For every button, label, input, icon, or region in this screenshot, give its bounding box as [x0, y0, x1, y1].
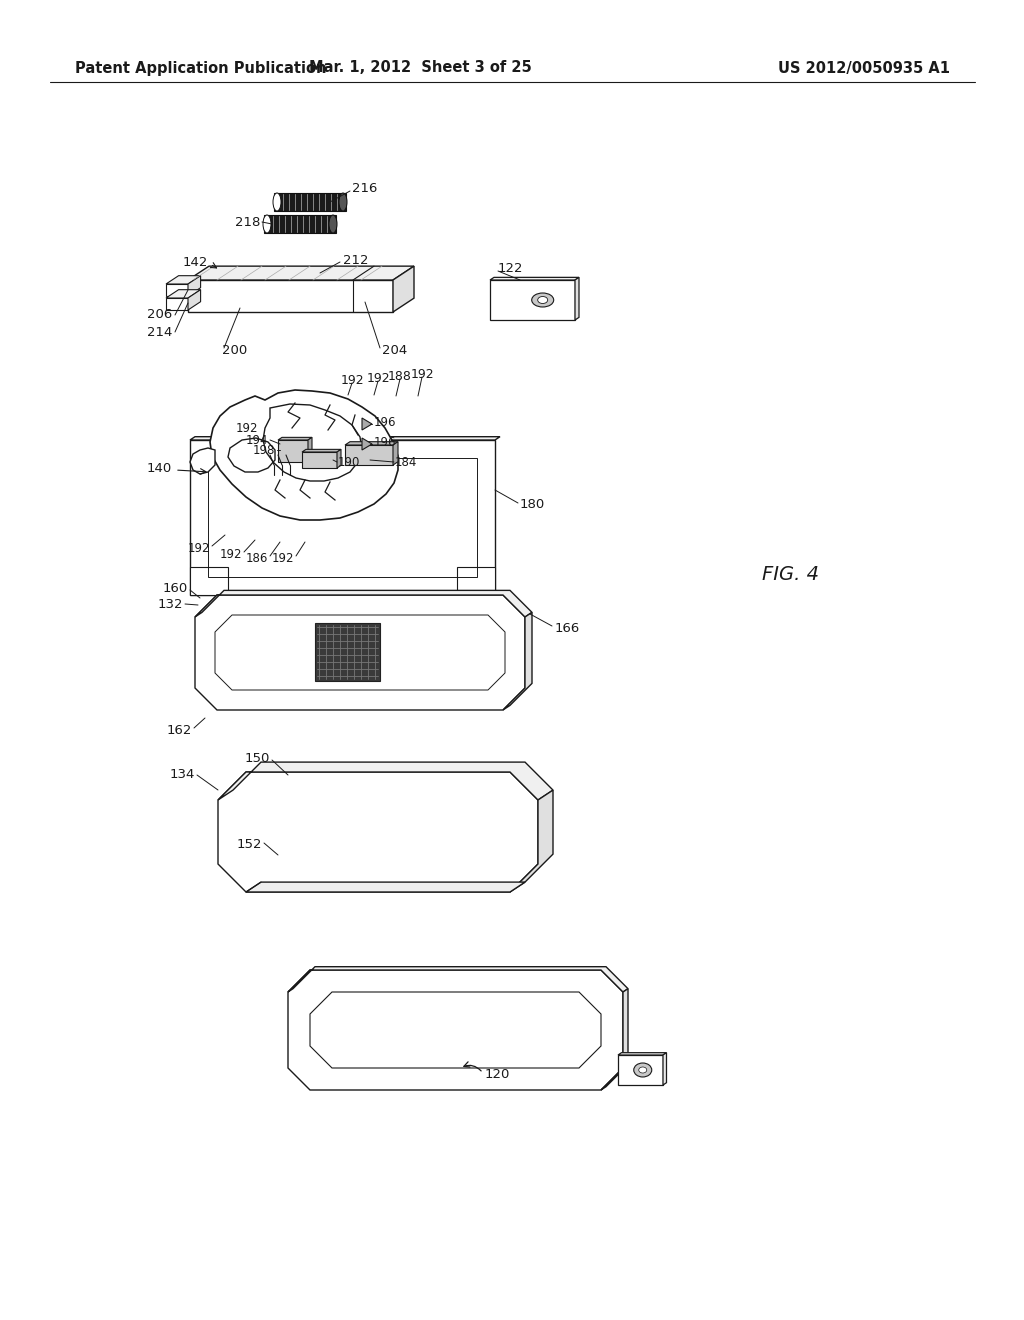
- Polygon shape: [278, 440, 308, 462]
- Text: 140: 140: [146, 462, 172, 474]
- Polygon shape: [288, 966, 628, 993]
- Polygon shape: [166, 298, 188, 310]
- Polygon shape: [195, 595, 525, 710]
- Polygon shape: [288, 970, 623, 1090]
- Polygon shape: [166, 289, 201, 298]
- Polygon shape: [190, 568, 228, 595]
- Text: 198: 198: [253, 444, 275, 457]
- Polygon shape: [188, 280, 393, 312]
- Text: 216: 216: [352, 181, 378, 194]
- Polygon shape: [274, 193, 346, 211]
- Text: 192: 192: [367, 371, 390, 384]
- Polygon shape: [188, 289, 201, 310]
- Text: 194: 194: [246, 433, 268, 446]
- Polygon shape: [195, 590, 532, 616]
- Polygon shape: [345, 442, 398, 445]
- Text: 184: 184: [395, 455, 418, 469]
- Polygon shape: [393, 267, 414, 312]
- Text: 166: 166: [555, 622, 581, 635]
- Polygon shape: [190, 440, 495, 595]
- Text: 206: 206: [146, 309, 172, 322]
- Text: 190: 190: [338, 455, 360, 469]
- Polygon shape: [315, 623, 380, 681]
- Ellipse shape: [634, 1063, 651, 1077]
- Text: 150: 150: [245, 751, 270, 764]
- Text: 188: 188: [388, 370, 412, 383]
- Polygon shape: [503, 612, 532, 710]
- Polygon shape: [575, 277, 579, 319]
- Text: 180: 180: [520, 499, 545, 511]
- Text: 192: 192: [236, 421, 258, 434]
- Polygon shape: [218, 762, 553, 800]
- Polygon shape: [457, 568, 495, 595]
- Text: Mar. 1, 2012  Sheet 3 of 25: Mar. 1, 2012 Sheet 3 of 25: [308, 61, 531, 75]
- Text: 162: 162: [167, 723, 193, 737]
- Text: 192: 192: [187, 541, 210, 554]
- Text: Patent Application Publication: Patent Application Publication: [75, 61, 327, 75]
- Polygon shape: [393, 442, 398, 465]
- Text: 186: 186: [246, 552, 268, 565]
- Polygon shape: [308, 437, 312, 462]
- Text: US 2012/0050935 A1: US 2012/0050935 A1: [778, 61, 950, 75]
- Text: 122: 122: [498, 261, 523, 275]
- Polygon shape: [278, 437, 312, 440]
- Polygon shape: [601, 989, 628, 1090]
- Ellipse shape: [273, 193, 281, 211]
- Ellipse shape: [263, 215, 271, 234]
- Text: 142: 142: [182, 256, 208, 268]
- Text: 192: 192: [219, 548, 242, 561]
- Text: 200: 200: [222, 343, 247, 356]
- Polygon shape: [510, 791, 553, 892]
- Polygon shape: [166, 276, 201, 284]
- Polygon shape: [210, 389, 398, 520]
- Text: 192: 192: [271, 552, 294, 565]
- Polygon shape: [190, 437, 500, 440]
- Text: 132: 132: [158, 598, 183, 610]
- Ellipse shape: [538, 297, 548, 304]
- Polygon shape: [264, 215, 336, 234]
- Polygon shape: [218, 772, 538, 892]
- Polygon shape: [490, 280, 575, 319]
- Polygon shape: [190, 447, 215, 474]
- Text: 192: 192: [411, 367, 434, 380]
- Polygon shape: [618, 1052, 667, 1055]
- Ellipse shape: [339, 193, 347, 211]
- Text: FIG. 4: FIG. 4: [762, 565, 818, 585]
- Text: 214: 214: [146, 326, 172, 338]
- Text: 212: 212: [343, 253, 369, 267]
- Text: 204: 204: [382, 343, 408, 356]
- Polygon shape: [188, 276, 201, 296]
- Polygon shape: [345, 445, 393, 465]
- Text: 218: 218: [234, 215, 260, 228]
- Polygon shape: [166, 284, 188, 296]
- Polygon shape: [362, 418, 372, 430]
- Polygon shape: [362, 438, 372, 450]
- Ellipse shape: [329, 215, 337, 234]
- Text: 160: 160: [163, 582, 188, 594]
- Polygon shape: [302, 451, 337, 469]
- Text: 192: 192: [340, 374, 364, 387]
- Polygon shape: [490, 277, 579, 280]
- Text: 134: 134: [170, 768, 195, 781]
- Text: 152: 152: [237, 838, 262, 851]
- Text: 196: 196: [374, 416, 396, 429]
- Ellipse shape: [531, 293, 554, 308]
- Polygon shape: [337, 449, 341, 469]
- Ellipse shape: [639, 1067, 647, 1073]
- Polygon shape: [188, 267, 414, 280]
- Polygon shape: [663, 1052, 667, 1085]
- Polygon shape: [246, 882, 525, 892]
- Polygon shape: [302, 449, 341, 451]
- Text: 196: 196: [374, 436, 396, 449]
- Text: 120: 120: [485, 1068, 510, 1081]
- Polygon shape: [618, 1055, 663, 1085]
